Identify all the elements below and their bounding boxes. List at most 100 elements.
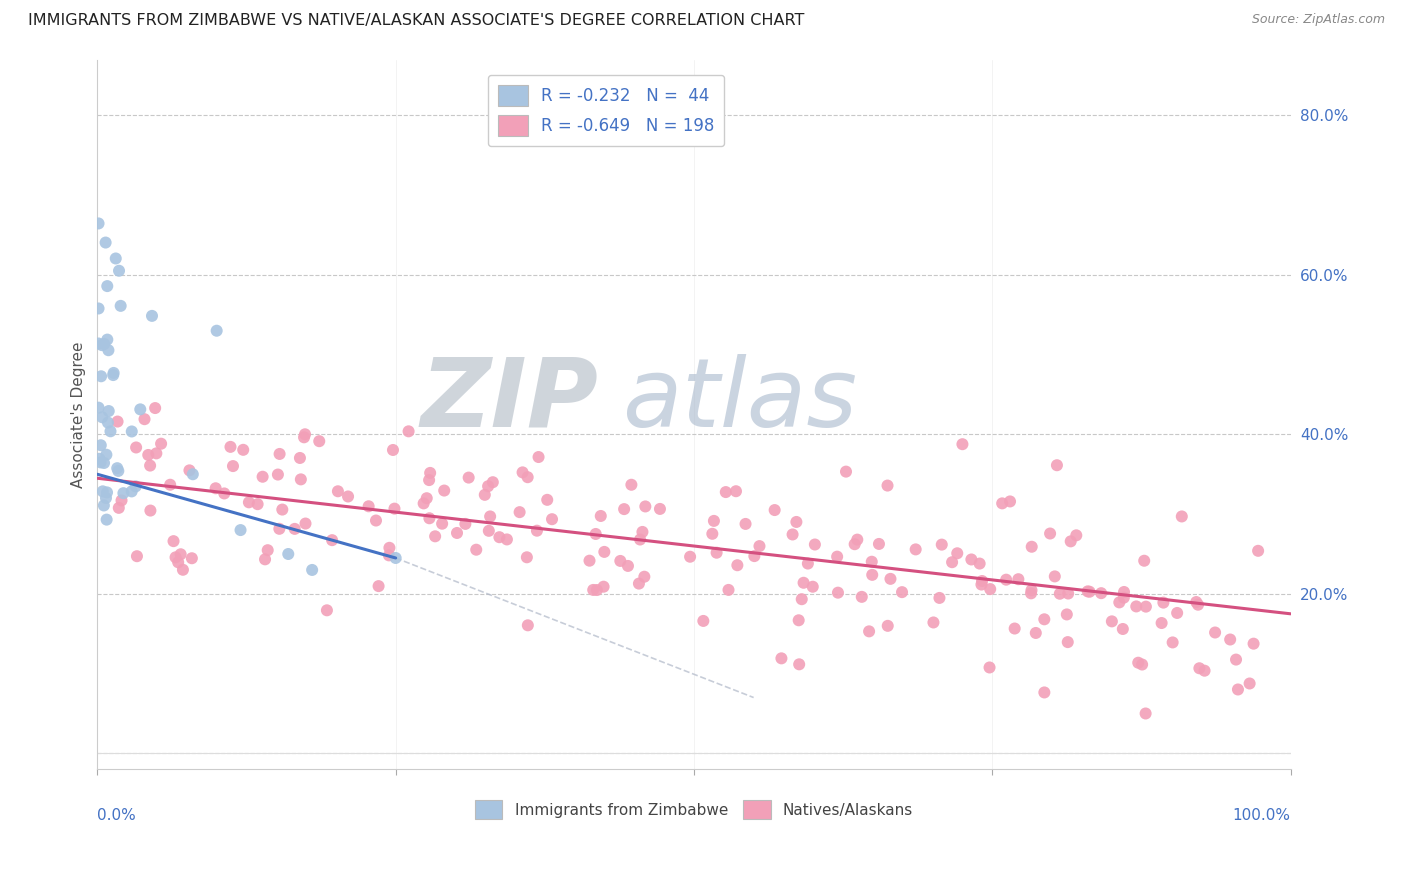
Point	[139, 458, 162, 473]
Point	[321, 533, 343, 548]
Point	[527, 450, 550, 464]
Text: ZIP: ZIP	[420, 354, 599, 447]
Point	[91, 410, 114, 425]
Point	[804, 537, 827, 551]
Point	[90, 338, 112, 352]
Point	[205, 324, 228, 338]
Point	[1243, 637, 1265, 651]
Point	[797, 557, 820, 571]
Point	[96, 513, 118, 527]
Point	[1112, 591, 1135, 605]
Point	[277, 547, 299, 561]
Point	[536, 492, 558, 507]
Point	[1204, 625, 1226, 640]
Point	[246, 497, 269, 511]
Point	[179, 463, 201, 477]
Point	[93, 337, 115, 351]
Point	[97, 404, 120, 418]
Point	[1152, 596, 1174, 610]
Point	[790, 592, 813, 607]
Point	[150, 436, 173, 450]
Point	[702, 526, 724, 541]
Point	[928, 591, 950, 605]
Point	[648, 502, 671, 516]
Point	[96, 448, 118, 462]
Point	[785, 515, 807, 529]
Point	[284, 522, 307, 536]
Point	[1194, 664, 1216, 678]
Point	[541, 512, 564, 526]
Point	[222, 459, 245, 474]
Point	[744, 549, 766, 563]
Point	[516, 618, 538, 632]
Point	[1187, 598, 1209, 612]
Point	[382, 442, 405, 457]
Point	[167, 555, 190, 569]
Point	[858, 624, 880, 639]
Point	[979, 582, 1001, 596]
Point	[1021, 583, 1043, 598]
Point	[103, 368, 125, 382]
Point	[105, 461, 128, 475]
Point	[93, 456, 115, 470]
Point	[104, 252, 127, 266]
Point	[90, 369, 112, 384]
Point	[516, 470, 538, 484]
Point	[526, 524, 548, 538]
Point	[254, 552, 277, 566]
Point	[617, 558, 640, 573]
Point	[979, 660, 1001, 674]
Point	[418, 473, 440, 487]
Point	[107, 500, 129, 515]
Point	[891, 585, 914, 599]
Point	[1090, 586, 1112, 600]
Point	[292, 430, 315, 444]
Point	[960, 552, 983, 566]
Point	[787, 613, 810, 627]
Point	[941, 555, 963, 569]
Point	[1007, 572, 1029, 586]
Point	[1033, 685, 1056, 699]
Point	[1112, 585, 1135, 599]
Point	[457, 470, 479, 484]
Point	[107, 415, 129, 429]
Point	[904, 542, 927, 557]
Point	[1219, 632, 1241, 647]
Point	[134, 412, 156, 426]
Point	[378, 541, 401, 555]
Point	[692, 614, 714, 628]
Point	[180, 551, 202, 566]
Point	[879, 572, 901, 586]
Point	[582, 582, 605, 597]
Point	[589, 508, 612, 523]
Point	[430, 516, 453, 531]
Point	[159, 477, 181, 491]
Point	[301, 563, 323, 577]
Point	[593, 545, 616, 559]
Point	[269, 447, 291, 461]
Point	[337, 490, 360, 504]
Point	[512, 466, 534, 480]
Point	[94, 491, 117, 505]
Point	[970, 577, 993, 591]
Point	[129, 402, 152, 417]
Point	[145, 446, 167, 460]
Point	[634, 500, 657, 514]
Point	[1049, 587, 1071, 601]
Point	[384, 551, 406, 566]
Point	[121, 484, 143, 499]
Point	[87, 401, 110, 415]
Point	[627, 576, 650, 591]
Point	[204, 481, 226, 495]
Point	[1150, 615, 1173, 630]
Point	[1004, 622, 1026, 636]
Point	[1019, 586, 1042, 600]
Point	[1066, 528, 1088, 542]
Point	[90, 455, 112, 469]
Point	[724, 484, 747, 499]
Point	[991, 496, 1014, 510]
Point	[714, 485, 737, 500]
Point	[946, 546, 969, 560]
Point	[509, 505, 531, 519]
Point	[679, 549, 702, 564]
